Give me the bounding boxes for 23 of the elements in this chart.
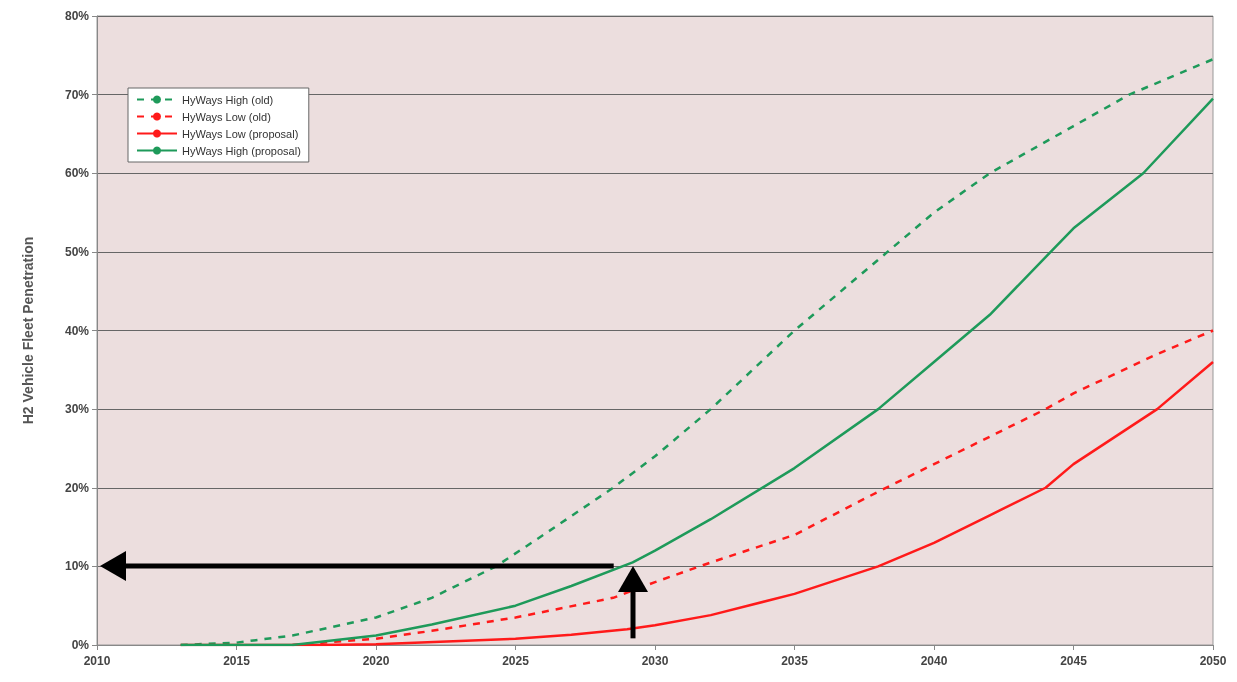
y-tick-label: 40% bbox=[64, 323, 90, 338]
y-axis-title: H2 Vehicle Fleet Penetration bbox=[20, 236, 36, 425]
y-tick-label: 20% bbox=[64, 480, 90, 495]
x-tick-label: 2050 bbox=[1199, 654, 1227, 668]
y-tick-label: 50% bbox=[64, 244, 90, 259]
legend-label: HyWays High (proposal) bbox=[182, 144, 301, 157]
x-tick-label: 2015 bbox=[223, 654, 251, 668]
x-tick-label: 2025 bbox=[502, 654, 530, 668]
legend-label: HyWays High (old) bbox=[182, 93, 274, 106]
x-tick-label: 2035 bbox=[781, 654, 809, 668]
x-tick-label: 2020 bbox=[362, 654, 390, 668]
legend-label: HyWays Low (old) bbox=[182, 110, 271, 123]
x-tick-label: 2040 bbox=[920, 654, 948, 668]
y-tick-label: 80% bbox=[64, 9, 90, 23]
x-tick-label: 2045 bbox=[1060, 654, 1088, 668]
y-tick-label: 70% bbox=[64, 87, 90, 102]
y-tick-label: 0% bbox=[71, 638, 90, 652]
x-tick-label: 2030 bbox=[641, 654, 669, 668]
y-tick-label: 60% bbox=[64, 166, 90, 181]
x-tick-label: 2010 bbox=[83, 654, 111, 668]
legend-label: HyWays Low (proposal) bbox=[182, 127, 299, 140]
y-tick-label: 30% bbox=[64, 402, 90, 417]
y-tick-label: 10% bbox=[64, 559, 90, 574]
